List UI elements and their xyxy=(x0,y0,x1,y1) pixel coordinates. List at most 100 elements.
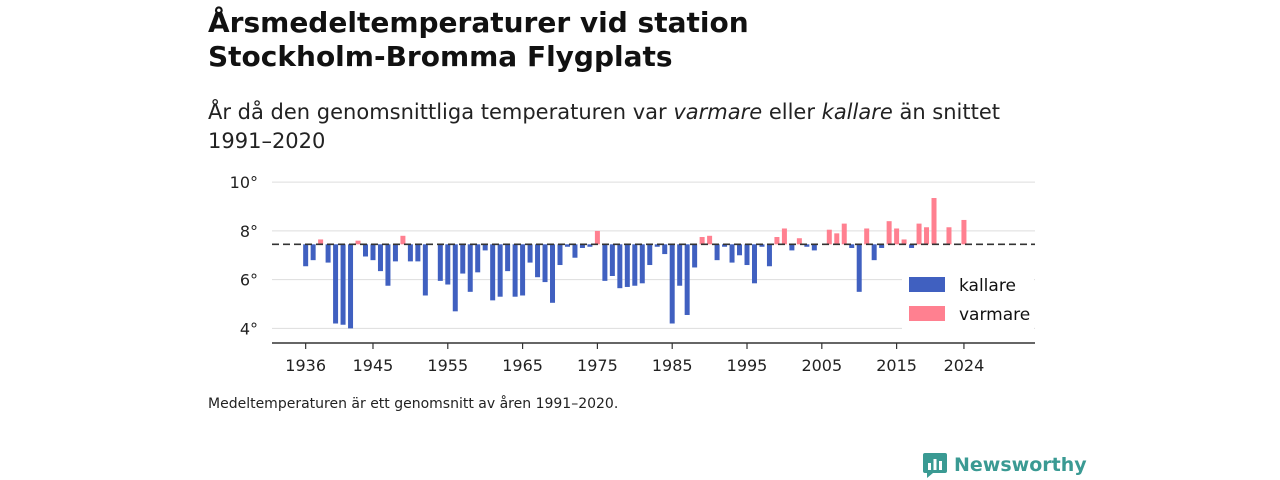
chart-subtitle: År då den genomsnittliga temperaturen va… xyxy=(208,98,1028,156)
bar-1957 xyxy=(460,244,466,274)
bar-1974 xyxy=(587,244,593,247)
bar-1960 xyxy=(482,244,488,251)
bar-1948 xyxy=(392,244,398,262)
bar-1952 xyxy=(422,244,428,296)
x-tick-label: 1945 xyxy=(353,356,394,375)
x-tick-label: 1975 xyxy=(577,356,618,375)
bar-1958 xyxy=(467,244,473,292)
bar-2020 xyxy=(931,198,937,245)
bar-1991 xyxy=(714,244,720,261)
x-tick-label: 1995 xyxy=(727,356,768,375)
x-axis-ticks: 1936 1945 1955 1965 1975 1985 1995 2005 2015 2024 xyxy=(285,343,984,375)
chart-title-line2: Stockholm-Bromma Flygplats xyxy=(208,40,673,73)
bar-2006 xyxy=(826,229,832,245)
bar-2015 xyxy=(894,228,900,245)
bar-1936 xyxy=(303,244,309,267)
bars-group xyxy=(303,198,967,329)
bar-1973 xyxy=(579,244,585,248)
legend-swatch-kallare xyxy=(909,277,945,292)
bar-1938 xyxy=(318,239,324,245)
subtitle-warmer-emphasis: varmare xyxy=(673,100,763,124)
bar-1965 xyxy=(520,244,526,296)
x-tick-label: 1936 xyxy=(285,356,326,375)
bar-1947 xyxy=(385,244,391,286)
y-axis-labels: 4° 6° 8° 10° xyxy=(230,173,258,338)
y-tick-label: 8° xyxy=(240,222,258,241)
bar-2000 xyxy=(781,228,787,245)
bar-2024 xyxy=(961,219,967,245)
bar-1939 xyxy=(325,244,331,263)
y-tick-label: 4° xyxy=(240,319,258,338)
bar-1937 xyxy=(310,244,316,261)
bar-1998 xyxy=(766,244,772,267)
bar-1949 xyxy=(400,235,406,245)
bar-1942 xyxy=(348,244,354,329)
bar-1978 xyxy=(617,244,623,289)
bar-1985 xyxy=(669,244,675,324)
bar-2007 xyxy=(834,233,840,245)
x-tick-label: 1955 xyxy=(427,356,468,375)
bar-2004 xyxy=(811,244,817,251)
x-tick-label: 2024 xyxy=(944,356,985,375)
x-tick-label: 2015 xyxy=(876,356,917,375)
newsworthy-brand: Newsworthy xyxy=(922,451,1087,479)
bar-1986 xyxy=(677,244,683,286)
newsworthy-logo-icon xyxy=(923,453,947,478)
bar-1975 xyxy=(594,230,600,245)
bar-2017 xyxy=(909,244,915,248)
bar-1992 xyxy=(722,244,728,247)
legend-background xyxy=(902,263,1034,333)
brand-name: Newsworthy xyxy=(954,454,1087,476)
bar-2003 xyxy=(804,244,810,247)
chart-title-line1: Årsmedeltemperaturer vid station xyxy=(208,6,749,39)
chart-title: Årsmedeltemperaturer vid station Stockho… xyxy=(208,6,928,74)
footnote: Medeltemperaturen är ett genomsnitt av å… xyxy=(208,396,619,412)
x-tick-label: 1985 xyxy=(652,356,693,375)
bar-1950 xyxy=(407,244,413,262)
legend-label-varmare: varmare xyxy=(959,305,1030,325)
bar-1943 xyxy=(355,240,361,245)
bar-2022 xyxy=(946,227,952,245)
bar-2013 xyxy=(879,244,885,248)
bar-2008 xyxy=(841,223,847,245)
bar-1967 xyxy=(535,244,541,278)
bar-1990 xyxy=(707,235,713,245)
bar-1980 xyxy=(632,244,638,286)
bar-1945 xyxy=(370,244,376,261)
legend-swatch-varmare xyxy=(909,306,945,321)
bar-1968 xyxy=(542,244,548,283)
bar-2018 xyxy=(916,223,922,245)
temperature-bar-chart: 4° 6° 8° 10° 1936 1945 1955 1965 1975 1985 1995 20… xyxy=(230,173,1035,375)
bar-1969 xyxy=(550,244,556,303)
bar-2009 xyxy=(849,244,855,248)
subtitle-text-1: År då den genomsnittliga temperaturen va… xyxy=(208,100,674,124)
subtitle-text-2: eller xyxy=(762,100,822,124)
bar-1984 xyxy=(662,244,668,255)
bar-1989 xyxy=(699,237,705,245)
y-tick-label: 10° xyxy=(230,173,258,192)
bar-1956 xyxy=(452,244,458,312)
bar-1982 xyxy=(647,244,653,266)
bar-2002 xyxy=(796,238,802,245)
legend: kallare varmare xyxy=(902,263,1034,333)
bar-1988 xyxy=(692,244,698,268)
bar-1962 xyxy=(497,244,503,297)
bar-1959 xyxy=(475,244,481,273)
bar-1966 xyxy=(527,244,533,263)
x-tick-label: 2005 xyxy=(801,356,842,375)
bar-1972 xyxy=(572,244,578,258)
bar-1941 xyxy=(340,244,346,325)
bar-1971 xyxy=(564,244,570,247)
bar-1994 xyxy=(737,244,743,256)
subtitle-text-3: än snittet 1991–2020 xyxy=(208,100,1001,153)
bar-1996 xyxy=(751,244,757,284)
bar-1995 xyxy=(744,244,750,266)
bar-2019 xyxy=(924,227,930,245)
bar-1979 xyxy=(624,244,630,287)
bar-1981 xyxy=(639,244,645,284)
bar-1964 xyxy=(512,244,518,297)
bar-1944 xyxy=(363,244,368,257)
bar-1983 xyxy=(654,244,660,247)
bar-1976 xyxy=(602,244,608,281)
bar-2012 xyxy=(871,244,877,261)
